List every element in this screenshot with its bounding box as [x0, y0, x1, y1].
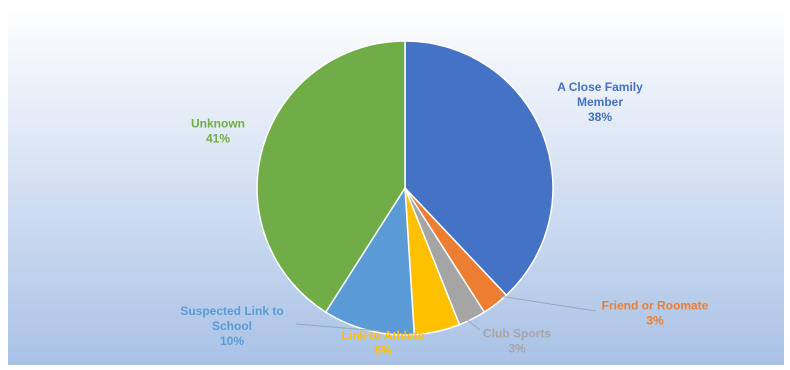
slice-label-4: Suspected Link to School 10% — [180, 304, 283, 348]
slice-name: Link to Athlete — [342, 329, 425, 343]
leader-line-1 — [498, 295, 597, 312]
pie-slice-0 — [404, 40, 554, 297]
slice-name: A Close Family — [557, 80, 643, 94]
leader-line-4 — [295, 323, 381, 332]
leader-lines — [295, 295, 597, 332]
slice-percent: 38% — [588, 110, 612, 124]
slice-label-1: Friend or Roomate 3% — [602, 299, 709, 328]
slice-name: Suspected Link to — [180, 304, 283, 318]
slice-name: Friend or Roomate — [602, 299, 709, 313]
slice-percent: 3% — [508, 342, 526, 356]
slice-percent: 3% — [646, 314, 664, 328]
slice-name: Club Sports — [483, 327, 551, 341]
leader-line-2 — [464, 317, 481, 331]
slice-percent: 5% — [374, 344, 392, 358]
slice-name: Member — [577, 95, 623, 109]
slice-percent: 10% — [220, 334, 244, 348]
slice-label-0: A Close Family Member 38% — [557, 80, 643, 124]
pie-slices — [256, 40, 554, 336]
slice-percent: 41% — [206, 132, 230, 146]
slice-labels: A Close Family Member 38% Friend or Roomate… — [180, 80, 708, 358]
slice-label-5: Unknown 41% — [191, 117, 245, 146]
pie-slice-5 — [256, 40, 406, 314]
slice-label-3: Link to Athlete 5% — [342, 329, 425, 358]
slice-name: Unknown — [191, 117, 245, 131]
slice-name: School — [212, 319, 252, 333]
slice-label-2: Club Sports 3% — [483, 327, 551, 356]
